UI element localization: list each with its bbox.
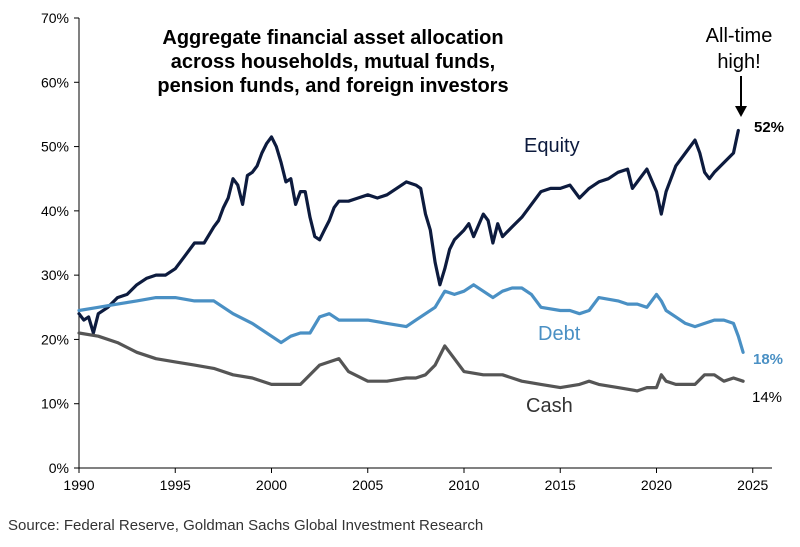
x-tick-label: 1995 <box>160 477 191 493</box>
callout-all-time-line-2: high! <box>717 51 760 73</box>
series-lines <box>77 128 745 393</box>
line-chart: 0% 10% 20% 30% 40% 50% 60% 70% 1990 1995 2000 2005 2… <box>41 10 784 493</box>
x-tick-label: 2000 <box>256 477 287 493</box>
x-tick-label: 2005 <box>352 477 383 493</box>
chart-title-line-3: pension funds, and foreign investors <box>157 75 508 97</box>
source-note: Source: Federal Reserve, Goldman Sachs G… <box>8 517 484 534</box>
x-tick-label: 2015 <box>545 477 576 493</box>
chart-title-line-1: Aggregate financial asset allocation <box>162 27 503 49</box>
chart-axes: 0% 10% 20% 30% 40% 50% 60% 70% 1990 1995 2000 2005 2… <box>41 10 772 493</box>
y-tick-label: 60% <box>41 74 69 90</box>
y-tick-label: 30% <box>41 267 69 283</box>
y-tick-label: 70% <box>41 10 69 26</box>
y-tick-label: 0% <box>49 460 69 476</box>
equity-end-label: 52% <box>754 119 784 136</box>
x-tick-label: 2020 <box>641 477 672 493</box>
debt-series-label: Debt <box>538 323 581 345</box>
cash-series-line <box>77 331 745 393</box>
cash-series-label: Cash <box>526 395 573 417</box>
chart-title-line-2: across households, mutual funds, <box>171 51 496 73</box>
callout-all-time-line-1: All-time <box>706 25 773 47</box>
y-tick-label: 10% <box>41 396 69 412</box>
equity-series-label: Equity <box>524 135 580 157</box>
debt-series-line <box>77 283 745 354</box>
x-tick-label: 2010 <box>448 477 479 493</box>
x-tick-label: 1990 <box>63 477 94 493</box>
debt-end-label: 18% <box>753 351 783 368</box>
y-tick-label: 40% <box>41 203 69 219</box>
callout-arrow-icon <box>735 76 747 117</box>
y-tick-label: 50% <box>41 139 69 155</box>
equity-series-line <box>77 128 740 335</box>
x-tick-label: 2025 <box>737 477 768 493</box>
y-tick-label: 20% <box>41 331 69 347</box>
cash-end-label: 14% <box>752 389 782 406</box>
